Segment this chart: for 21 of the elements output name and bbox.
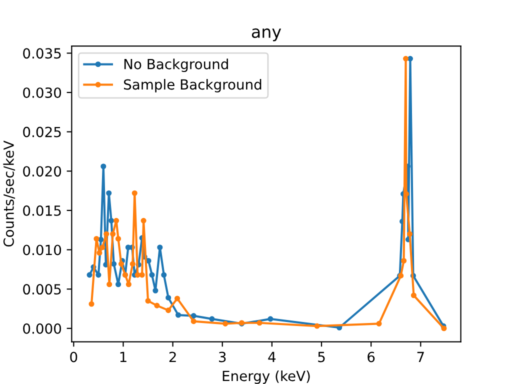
legend-label: Sample Background xyxy=(124,78,262,92)
y-tick-label: 0.000 xyxy=(23,323,62,334)
x-tick-label: 1 xyxy=(120,352,126,362)
x-tick-label: 5 xyxy=(318,352,325,362)
y-tick-label: 0.015 xyxy=(23,205,61,216)
y-tick-label: 0.025 xyxy=(23,126,61,138)
x-tick-label: 0 xyxy=(70,352,78,362)
y-tick-label: 0.035 xyxy=(23,48,61,59)
x-tick-label: 3 xyxy=(219,352,226,362)
y-tick-label: 0.010 xyxy=(23,244,62,256)
x-tick-label: 2 xyxy=(169,352,176,362)
y-axis-title: Counts/sec/keV xyxy=(3,140,16,247)
x-axis-title: Energy (keV) xyxy=(222,370,310,384)
chart-title: any xyxy=(252,28,282,42)
x-tick-label: 7 xyxy=(417,352,424,362)
legend-label: No Background xyxy=(124,58,228,72)
y-tick-label: 0.020 xyxy=(23,166,62,177)
y-tick-label: 0.005 xyxy=(23,284,61,295)
x-tick-label: 4 xyxy=(268,352,276,362)
y-tick-label: 0.030 xyxy=(23,87,62,98)
x-tick-label: 6 xyxy=(368,352,375,362)
